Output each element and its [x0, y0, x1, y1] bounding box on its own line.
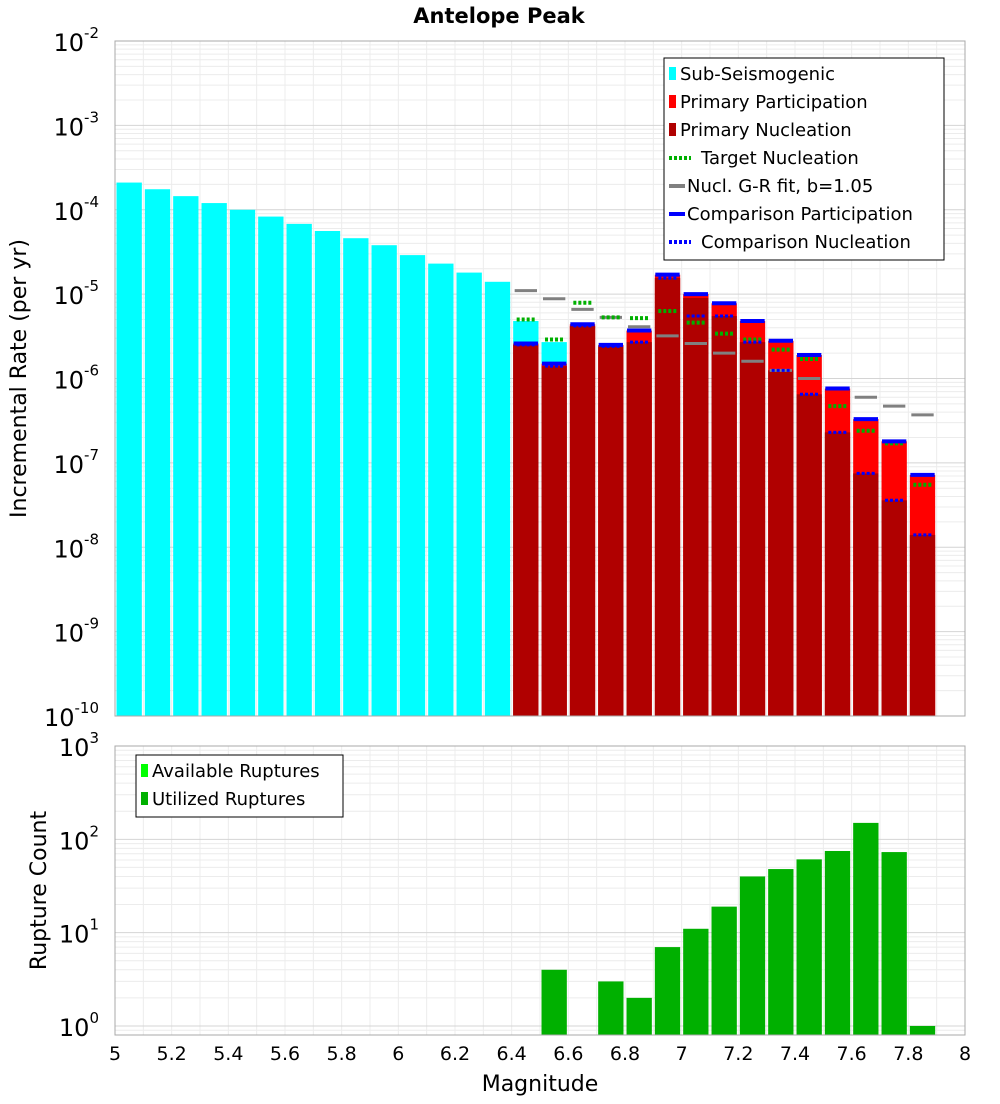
primary-nucleation-bar-12	[853, 473, 879, 716]
legend-swatch-sub-seismogenic	[669, 67, 676, 80]
y-tick-label-1-3: 103	[59, 729, 99, 762]
primary-nucleation-bar-2	[569, 325, 596, 716]
primary-nucleation-bar-11	[824, 432, 851, 716]
y-tick-label-0-7: 10-3	[53, 108, 99, 141]
utilized-ruptures-bar-7	[768, 869, 794, 1035]
x-tick-label-9: 6.8	[610, 1043, 640, 1065]
bottom-legend: Available Ruptures Utilized Ruptures	[135, 754, 344, 818]
sub-seismogenic-bar-11	[428, 263, 454, 716]
x-tick-label-1: 5.2	[157, 1043, 187, 1065]
x-tick-label-12: 7.4	[780, 1043, 810, 1065]
utilized-ruptures-bar-10	[853, 822, 879, 1035]
x-tick-label-8: 6.6	[553, 1043, 583, 1065]
legend-label-1: Utilized Ruptures	[152, 789, 305, 810]
utilized-ruptures-bar-11	[881, 852, 907, 1035]
sub-seismogenic-bar-3	[201, 203, 227, 716]
utilized-ruptures-bar-5	[711, 906, 737, 1035]
plot-frame-0	[114, 40, 966, 717]
x-tick-label-6: 6.2	[440, 1043, 470, 1065]
primary-nucleation-bar-8	[739, 342, 766, 716]
sub-seismogenic-bar-8	[343, 238, 369, 716]
y-tick-label-1-0: 100	[59, 1009, 99, 1042]
sub-seismogenic-bar-4	[229, 209, 256, 716]
x-tick-label-4: 5.8	[327, 1043, 357, 1065]
primary-nucleation-bar-5	[654, 278, 681, 716]
sub-seismogenic-bar-10	[399, 255, 426, 716]
y-tick-label-0-0: 10-10	[44, 699, 99, 732]
legend-swatch-primary-participation	[669, 95, 676, 108]
utilized-ruptures-bar-8	[796, 859, 822, 1035]
legend-label-0: Sub-Seismogenic	[680, 64, 835, 85]
y-tick-label-0-1: 10-9	[53, 615, 99, 648]
utilized-ruptures-bar-6	[739, 876, 766, 1035]
x-tick-label-3: 5.6	[270, 1043, 300, 1065]
primary-nucleation-bar-3	[598, 346, 624, 716]
utilized-ruptures-bar-3	[654, 947, 681, 1035]
bottom-legend-box	[135, 754, 344, 818]
legend-swatch-utilized-ruptures	[141, 792, 148, 805]
y-tick-label-0-8: 10-2	[53, 24, 99, 57]
utilized-ruptures-bar-4	[683, 928, 709, 1035]
primary-nucleation-bar-13	[881, 500, 907, 716]
top-legend: Sub-Seismogenic Primary Participation Prim…	[663, 57, 945, 261]
x-tick-label-14: 7.8	[893, 1043, 923, 1065]
legend-label-4: Nucl. G-R fit, b=1.05	[687, 176, 873, 197]
sub-seismogenic-bar-5	[258, 216, 284, 716]
primary-nucleation-bar-0	[513, 344, 539, 716]
primary-nucleation-bar-14	[909, 534, 936, 716]
utilized-ruptures-bar-9	[824, 850, 851, 1035]
y-axis-label-0: Incremental Rate (per yr)	[7, 239, 32, 518]
legend-label-5: Comparison Participation	[687, 204, 913, 225]
x-tick-label-11: 7.2	[723, 1043, 753, 1065]
sub-seismogenic-bar-12	[456, 272, 482, 716]
primary-nucleation-bar-10	[796, 394, 822, 716]
legend-label-2: Primary Nucleation	[680, 120, 852, 141]
y-axis-label-1: Rupture Count	[27, 811, 52, 971]
utilized-ruptures-bar-2	[626, 997, 652, 1035]
legend-label-3: Target Nucleation	[700, 148, 859, 169]
x-tick-label-0: 5	[109, 1043, 121, 1065]
primary-nucleation-bar-9	[768, 370, 794, 716]
y-tick-label-1-2: 102	[59, 822, 99, 855]
sub-seismogenic-bar-13	[484, 281, 511, 716]
primary-nucleation-bar-1	[541, 366, 567, 716]
primary-nucleation-bar-7	[711, 316, 737, 716]
chart-title: Antelope Peak	[413, 4, 586, 28]
primary-nucleation-bar-6	[683, 297, 709, 716]
legend-swatch-available-ruptures	[141, 764, 148, 777]
x-tick-label-15: 8	[959, 1043, 971, 1065]
utilized-ruptures-bar-12	[909, 1025, 936, 1035]
utilized-ruptures-bar-0	[541, 969, 567, 1035]
legend-label-0: Available Ruptures	[152, 761, 320, 782]
y-tick-label-0-2: 10-8	[53, 530, 99, 563]
sub-seismogenic-bar-6	[286, 223, 312, 716]
y-tick-label-1-1: 101	[59, 916, 99, 949]
y-tick-label-0-4: 10-6	[53, 362, 99, 395]
legend-label-6: Comparison Nucleation	[701, 232, 911, 253]
x-tick-label-10: 7	[676, 1043, 688, 1065]
y-tick-label-0-5: 10-5	[53, 277, 99, 310]
y-tick-label-0-6: 10-4	[53, 193, 99, 226]
sub-seismogenic-bar-1	[144, 189, 171, 717]
plot-frame-1	[114, 745, 966, 1036]
x-axis-label: Magnitude	[482, 1072, 599, 1097]
x-tick-label-2: 5.4	[213, 1043, 243, 1065]
x-tick-label-13: 7.6	[837, 1043, 867, 1065]
x-tick-label-5: 6	[392, 1043, 404, 1065]
y-tick-label-0-3: 10-7	[53, 446, 99, 479]
sub-seismogenic-bar-0	[116, 182, 142, 716]
sub-seismogenic-bar-9	[371, 245, 397, 717]
sub-seismogenic-bar-7	[314, 230, 341, 716]
top-legend-box	[663, 57, 945, 261]
legend-label-1: Primary Participation	[680, 92, 868, 113]
legend-swatch-primary-nucleation	[669, 123, 676, 136]
x-tick-label-7: 6.4	[497, 1043, 527, 1065]
primary-nucleation-bar-4	[626, 342, 652, 716]
utilized-ruptures-bar-1	[598, 981, 624, 1035]
sub-seismogenic-bar-2	[173, 196, 199, 716]
